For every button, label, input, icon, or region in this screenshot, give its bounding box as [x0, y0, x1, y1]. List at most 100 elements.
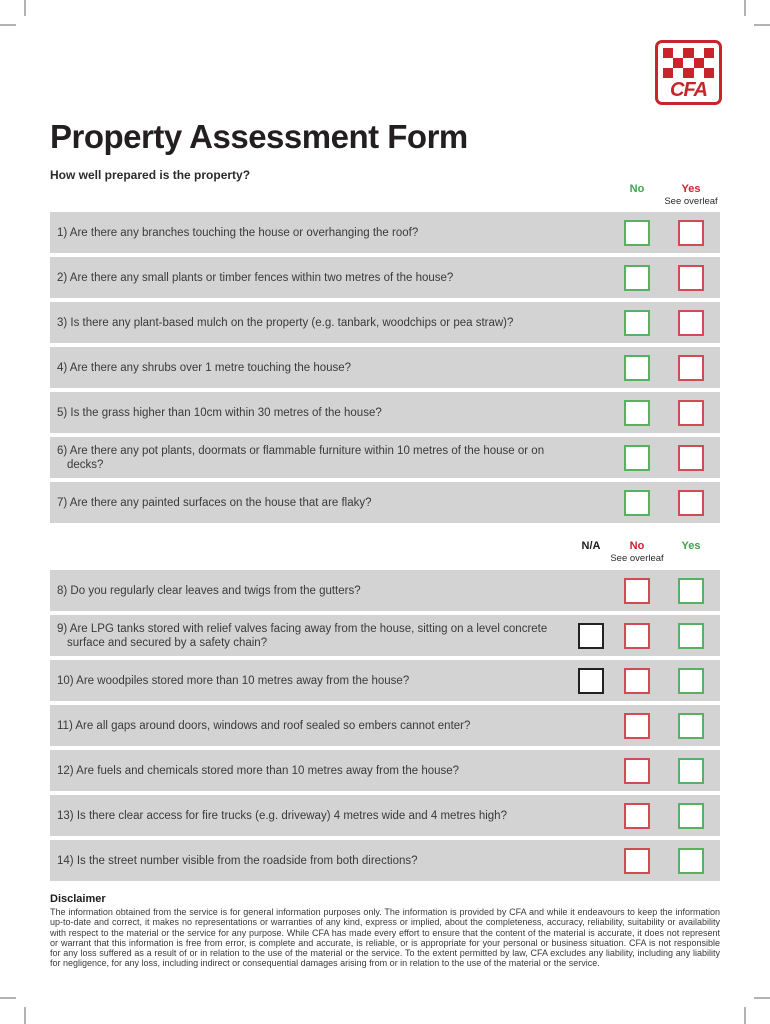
question-text: 10) Are woodpiles stored more than 10 me…: [57, 674, 410, 687]
crop-mark: [754, 997, 770, 999]
checkbox-no[interactable]: [624, 219, 650, 246]
checkbox-yes[interactable]: [678, 577, 704, 604]
checkbox-yes[interactable]: [678, 309, 704, 336]
page-subtitle: How well prepared is the property?: [50, 168, 251, 182]
checkbox-no[interactable]: [624, 444, 650, 471]
checkbox-no[interactable]: [624, 712, 650, 739]
crop-mark: [754, 24, 770, 26]
checkbox-no[interactable]: [624, 757, 650, 784]
question-text: 3) Is there any plant-based mulch on the…: [57, 316, 514, 329]
question-row: 11) Are all gaps around doors, windows a…: [50, 705, 720, 746]
checkbox-no[interactable]: [624, 577, 650, 604]
question-text: 9) Are LPG tanks stored with relief valv…: [57, 622, 548, 649]
checker-cell: [693, 48, 704, 58]
checker-cell: [663, 48, 674, 58]
column-header-yes: Yes: [681, 540, 701, 552]
checker-cell: [683, 48, 694, 58]
checkbox-yes[interactable]: [678, 847, 704, 874]
checkbox-na[interactable]: [578, 667, 604, 694]
question-row: 14) Is the street number visible from th…: [50, 840, 720, 881]
checker-cell: [693, 58, 704, 68]
checker-cell: [703, 48, 714, 58]
page-title: Property Assessment Form: [50, 118, 468, 155]
question-row: 9) Are LPG tanks stored with relief valv…: [50, 615, 720, 656]
question-row: 3) Is there any plant-based mulch on the…: [50, 302, 720, 343]
checkbox-yes[interactable]: [678, 489, 704, 516]
crop-mark: [24, 1007, 26, 1024]
checker-cell: [683, 68, 694, 78]
column-header-no: No: [629, 183, 645, 195]
checkbox-no[interactable]: [624, 489, 650, 516]
question-row: 12) Are fuels and chemicals stored more …: [50, 750, 720, 791]
crop-mark: [24, 0, 26, 16]
question-text: 14) Is the street number visible from th…: [57, 854, 418, 867]
section1-column-headers: No Yes See overleaf: [50, 183, 720, 213]
checkbox-no[interactable]: [624, 802, 650, 829]
question-row: 7) Are there any painted surfaces on the…: [50, 482, 720, 523]
checker-cell: [663, 68, 674, 78]
question-text: 8) Do you regularly clear leaves and twi…: [57, 584, 361, 597]
checkbox-yes[interactable]: [678, 444, 704, 471]
see-overleaf-note: See overleaf: [664, 196, 718, 207]
question-row: 1) Are there any branches touching the h…: [50, 212, 720, 253]
cfa-logo-text: CFA: [670, 79, 708, 101]
question-text: 11) Are all gaps around doors, windows a…: [57, 719, 471, 732]
checkbox-yes[interactable]: [678, 622, 704, 649]
column-header-yes: Yes: [681, 183, 701, 195]
checkbox-no[interactable]: [624, 354, 650, 381]
checker-cell: [683, 58, 694, 68]
question-row: 6) Are there any pot plants, doormats or…: [50, 437, 720, 478]
checkbox-yes[interactable]: [678, 354, 704, 381]
checkbox-na[interactable]: [578, 622, 604, 649]
checkbox-no[interactable]: [624, 264, 650, 291]
question-text: 7) Are there any painted surfaces on the…: [57, 496, 372, 509]
checkbox-yes[interactable]: [678, 802, 704, 829]
checkbox-no[interactable]: [624, 622, 650, 649]
question-text: 6) Are there any pot plants, doormats or…: [57, 444, 545, 471]
checkbox-no[interactable]: [624, 399, 650, 426]
cfa-logo: CFA: [655, 40, 722, 105]
checkbox-no[interactable]: [624, 667, 650, 694]
question-row: 10) Are woodpiles stored more than 10 me…: [50, 660, 720, 701]
question-text: 13) Is there clear access for fire truck…: [57, 809, 507, 822]
see-overleaf-note: See overleaf: [610, 553, 664, 564]
section2-question-list: 8) Do you regularly clear leaves and twi…: [50, 570, 720, 885]
checkbox-no[interactable]: [624, 309, 650, 336]
section1-question-list: 1) Are there any branches touching the h…: [50, 212, 720, 527]
question-row: 4) Are there any shrubs over 1 metre tou…: [50, 347, 720, 388]
crop-mark: [744, 1007, 746, 1024]
checkbox-yes[interactable]: [678, 219, 704, 246]
checker-cell: [673, 48, 684, 58]
question-text: 12) Are fuels and chemicals stored more …: [57, 764, 460, 777]
question-row: 5) Is the grass higher than 10cm within …: [50, 392, 720, 433]
checkbox-yes[interactable]: [678, 399, 704, 426]
disclaimer-body: The information obtained from the servic…: [50, 907, 720, 969]
cfa-checkerboard-icon: [663, 48, 714, 78]
question-text: 4) Are there any shrubs over 1 metre tou…: [57, 361, 352, 374]
column-header-no: No: [629, 540, 645, 552]
checkbox-yes[interactable]: [678, 667, 704, 694]
section2-column-headers: N/A No Yes See overleaf: [50, 540, 720, 570]
checkbox-yes[interactable]: [678, 264, 704, 291]
crop-mark: [0, 997, 16, 999]
checker-cell: [663, 58, 674, 68]
checker-cell: [703, 58, 714, 68]
checkbox-yes[interactable]: [678, 712, 704, 739]
checker-cell: [673, 68, 684, 78]
crop-mark: [744, 0, 746, 16]
disclaimer-heading: Disclaimer: [50, 893, 106, 905]
question-text: 2) Are there any small plants or timber …: [57, 271, 454, 284]
question-row: 13) Is there clear access for fire truck…: [50, 795, 720, 836]
checkbox-yes[interactable]: [678, 757, 704, 784]
checker-cell: [673, 58, 684, 68]
checker-cell: [703, 68, 714, 78]
crop-mark: [0, 24, 16, 26]
question-text: 1) Are there any branches touching the h…: [57, 226, 419, 239]
question-row: 2) Are there any small plants or timber …: [50, 257, 720, 298]
checker-cell: [693, 68, 704, 78]
question-row: 8) Do you regularly clear leaves and twi…: [50, 570, 720, 611]
question-text: 5) Is the grass higher than 10cm within …: [57, 406, 382, 419]
checkbox-no[interactable]: [624, 847, 650, 874]
column-header-na: N/A: [581, 540, 601, 552]
